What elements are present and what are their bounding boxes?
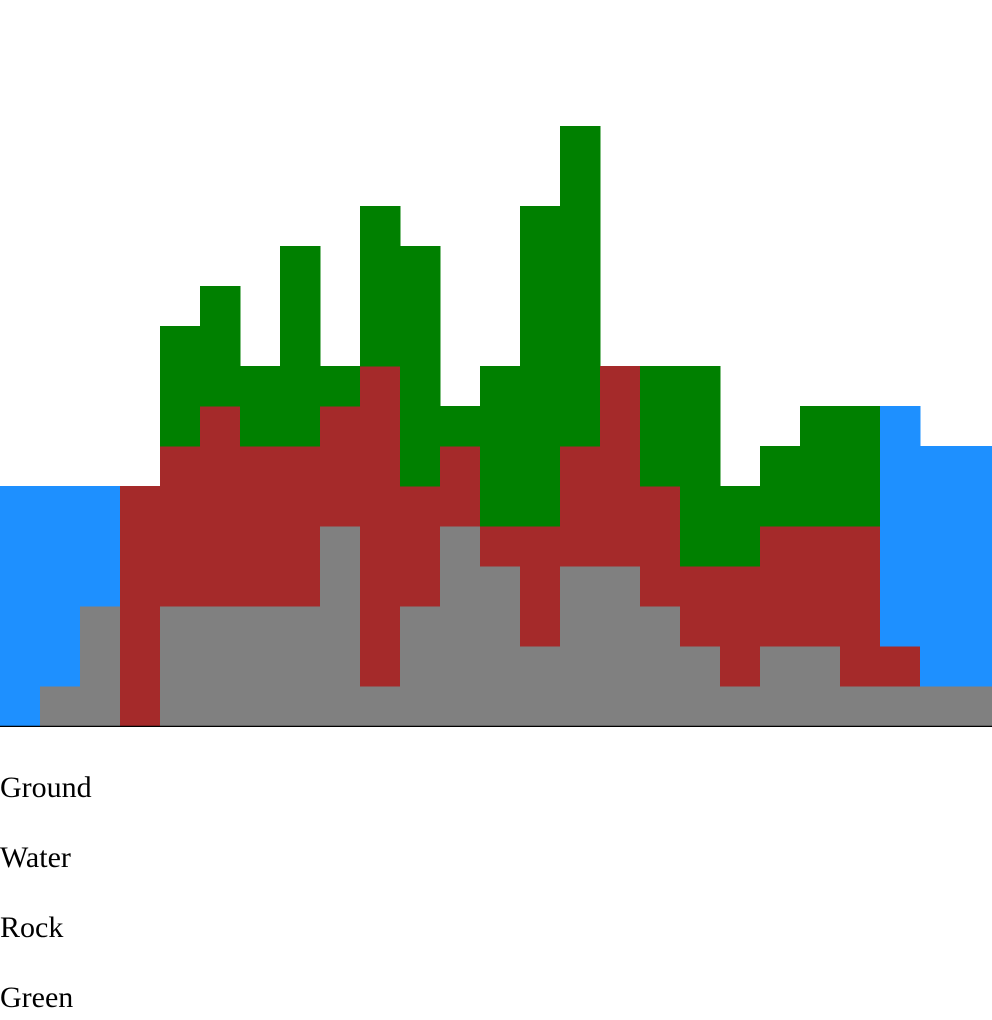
green-block (480, 366, 521, 527)
rock-block (520, 526, 561, 647)
water-block (960, 446, 992, 687)
green-block (320, 366, 361, 407)
ground-block (360, 686, 401, 727)
ground-block (200, 606, 241, 727)
ground-block (80, 606, 121, 727)
rock-block (840, 526, 881, 687)
rock-block (880, 646, 921, 687)
legend-green: Green (0, 981, 74, 1014)
rock-block (720, 566, 761, 687)
green-block (160, 326, 201, 447)
green-block (640, 366, 681, 487)
green-block (520, 206, 561, 527)
legend-water: Water (0, 841, 71, 874)
rock-block (200, 406, 241, 607)
green-block (840, 406, 881, 527)
ground-block (800, 646, 841, 727)
green-block (800, 406, 841, 527)
green-block (720, 486, 761, 567)
green-block (280, 246, 321, 447)
water-block (920, 446, 961, 687)
water-block (40, 486, 81, 687)
ground-block (280, 606, 321, 727)
rock-block (320, 406, 361, 527)
rock-block (680, 566, 721, 647)
rock-block (760, 526, 801, 647)
green-block (240, 366, 281, 447)
green-block (360, 206, 401, 367)
rock-block (120, 486, 161, 727)
rock-block (160, 446, 201, 607)
green-block (400, 246, 441, 487)
rock-block (240, 446, 281, 607)
ground-block (320, 526, 361, 727)
green-block (680, 366, 721, 567)
water-block (880, 406, 921, 647)
ground-block (840, 686, 881, 727)
green-block (200, 286, 241, 407)
ground-block (160, 606, 201, 727)
rock-block (400, 486, 441, 607)
ground-block (440, 526, 481, 727)
ground-block (640, 606, 681, 727)
rock-block (560, 446, 601, 567)
rock-block (440, 446, 481, 527)
ground-block (560, 566, 601, 727)
ground-block (960, 686, 992, 727)
ground-block (600, 566, 641, 727)
ground-block (880, 686, 921, 727)
ground-block (760, 646, 801, 727)
rock-block (360, 366, 401, 687)
terrain-canvas (0, 126, 992, 727)
rock-block (280, 446, 321, 607)
rock-block (640, 486, 681, 607)
rock-block (480, 526, 521, 567)
green-block (440, 406, 481, 447)
water-block (0, 486, 41, 727)
ground-block (240, 606, 281, 727)
green-block (560, 126, 601, 447)
ground-block (520, 646, 561, 727)
water-block (80, 486, 121, 607)
legend-rock: Rock (0, 911, 64, 944)
ground-block (40, 686, 81, 727)
rock-block (600, 366, 641, 567)
ground-block (720, 686, 761, 727)
ground-block (480, 566, 521, 727)
green-block (760, 446, 801, 527)
legend-ground: Ground (0, 771, 92, 804)
ground-block (920, 686, 961, 727)
ground-block (680, 646, 721, 727)
rock-block (800, 526, 841, 647)
ground-block (400, 606, 441, 727)
